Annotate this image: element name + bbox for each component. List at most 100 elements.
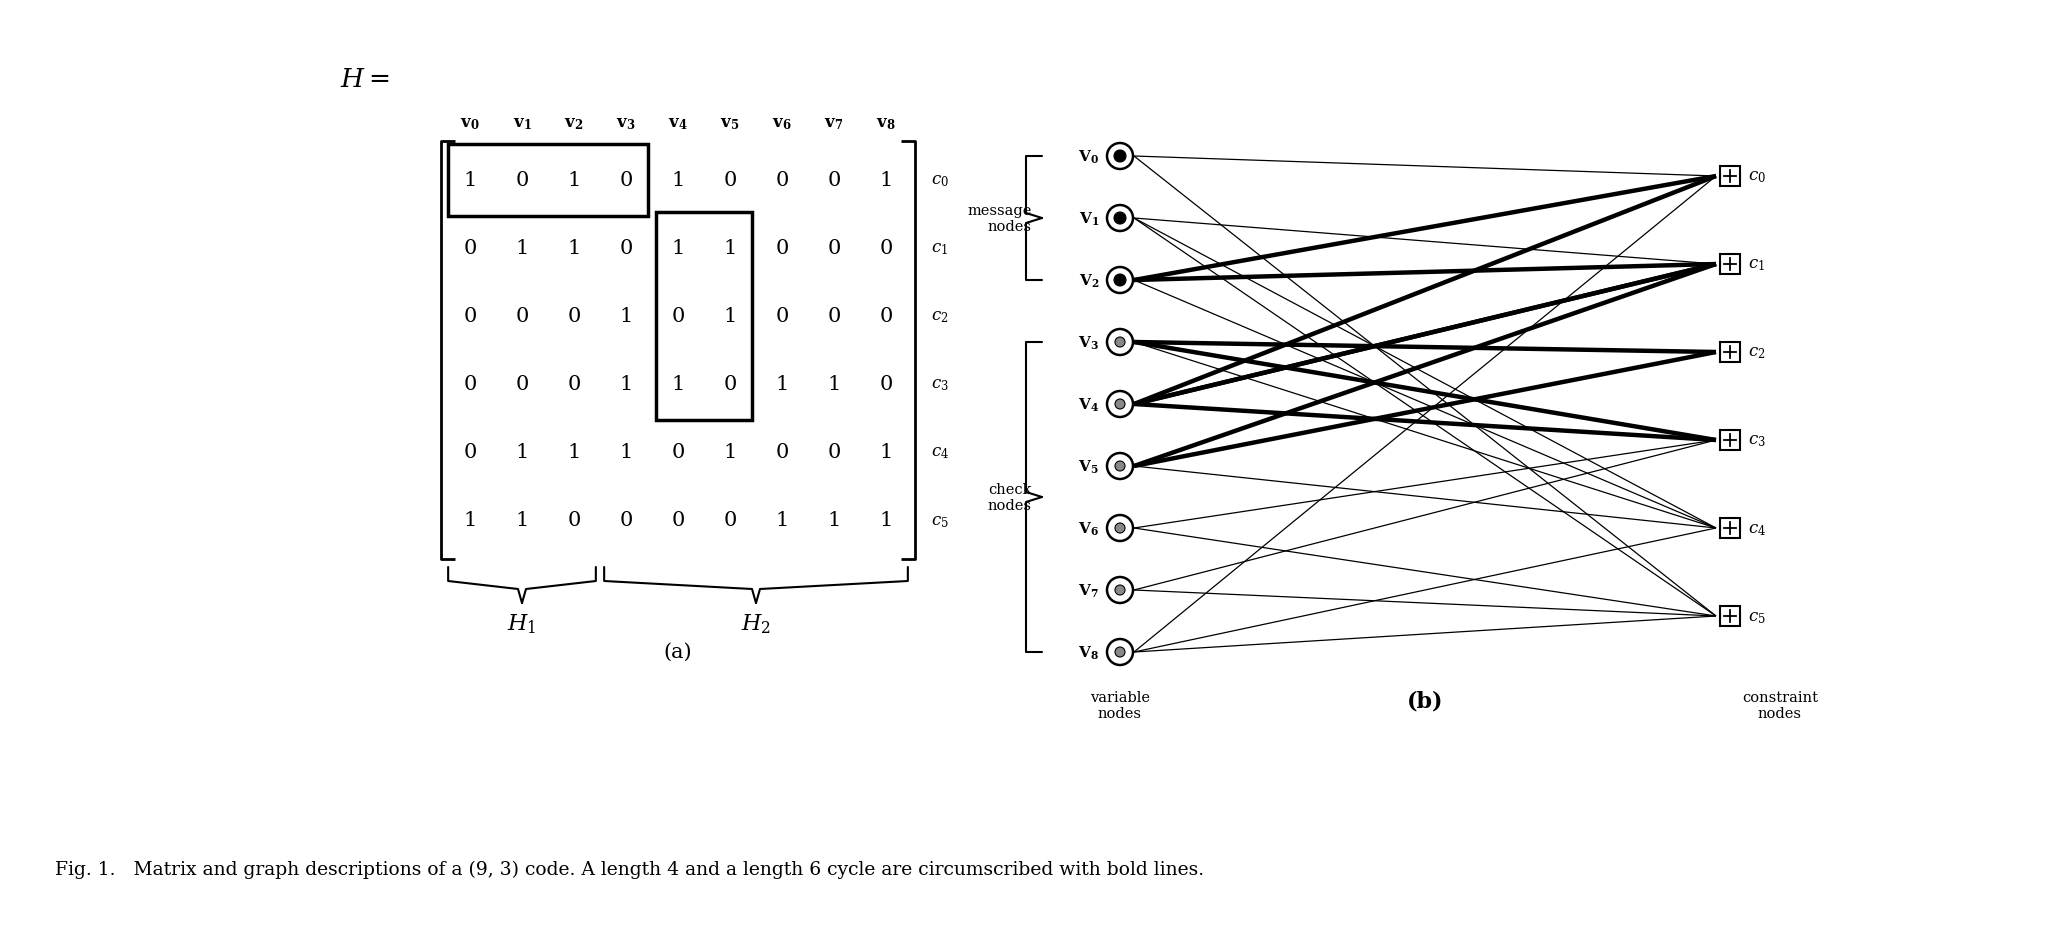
Circle shape xyxy=(1114,338,1124,347)
Text: 0: 0 xyxy=(776,240,788,258)
Text: $\mathbf{v_5}$: $\mathbf{v_5}$ xyxy=(720,115,741,132)
Text: 0: 0 xyxy=(567,511,580,530)
Text: $\mathbf{V_6}$: $\mathbf{V_6}$ xyxy=(1079,519,1100,537)
Text: constraint
nodes: constraint nodes xyxy=(1741,690,1818,721)
Text: $c_4$: $c_4$ xyxy=(1747,519,1766,537)
Text: $c_1$: $c_1$ xyxy=(930,241,947,257)
Text: $H_2$: $H_2$ xyxy=(741,611,772,635)
Text: 0: 0 xyxy=(879,240,893,258)
Bar xyxy=(1721,519,1739,538)
Circle shape xyxy=(1108,454,1133,479)
Circle shape xyxy=(1114,585,1124,595)
Text: 1: 1 xyxy=(827,375,842,394)
Text: message
nodes: message nodes xyxy=(968,204,1032,234)
Text: 1: 1 xyxy=(670,375,685,394)
Text: $\mathbf{V_3}$: $\mathbf{V_3}$ xyxy=(1079,334,1100,351)
Text: 1: 1 xyxy=(567,171,580,190)
Text: 0: 0 xyxy=(827,240,842,258)
Circle shape xyxy=(1114,648,1124,657)
Text: (a): (a) xyxy=(664,642,693,662)
Text: 0: 0 xyxy=(776,307,788,326)
Text: $\mathbf{v_1}$: $\mathbf{v_1}$ xyxy=(512,115,532,132)
Text: 0: 0 xyxy=(879,307,893,326)
Text: $H =$: $H =$ xyxy=(340,67,390,92)
Text: 0: 0 xyxy=(724,375,736,394)
Text: 1: 1 xyxy=(516,240,528,258)
Text: Fig. 1.   Matrix and graph descriptions of a (9, 3) code. A length 4 and a lengt: Fig. 1. Matrix and graph descriptions of… xyxy=(56,860,1205,878)
Text: 0: 0 xyxy=(776,443,788,462)
Circle shape xyxy=(1108,206,1133,232)
Text: $c_0$: $c_0$ xyxy=(930,172,949,189)
Text: 0: 0 xyxy=(827,307,842,326)
Text: $\mathbf{V_2}$: $\mathbf{V_2}$ xyxy=(1079,272,1100,289)
Text: 0: 0 xyxy=(464,375,477,394)
Circle shape xyxy=(1108,516,1133,541)
Text: 0: 0 xyxy=(516,307,528,326)
Bar xyxy=(1721,167,1739,187)
Text: 0: 0 xyxy=(827,171,842,190)
Text: 0: 0 xyxy=(724,171,736,190)
Text: $c_0$: $c_0$ xyxy=(1747,168,1766,185)
Text: 1: 1 xyxy=(776,375,788,394)
Text: $H_1$: $H_1$ xyxy=(507,611,536,635)
Text: $\mathbf{v_2}$: $\mathbf{v_2}$ xyxy=(565,115,584,132)
Text: $c_2$: $c_2$ xyxy=(1747,344,1766,361)
Text: variable
nodes: variable nodes xyxy=(1089,690,1149,721)
Text: 1: 1 xyxy=(464,171,477,190)
Text: $\mathbf{V_5}$: $\mathbf{V_5}$ xyxy=(1079,458,1100,475)
Bar xyxy=(1721,607,1739,626)
Bar xyxy=(1721,343,1739,362)
Text: (b): (b) xyxy=(1407,690,1444,712)
Text: 0: 0 xyxy=(670,307,685,326)
Text: 0: 0 xyxy=(670,443,685,462)
Circle shape xyxy=(1114,400,1124,410)
Text: 0: 0 xyxy=(724,511,736,530)
Text: $\mathbf{v_7}$: $\mathbf{v_7}$ xyxy=(825,115,844,132)
Circle shape xyxy=(1114,523,1124,534)
Circle shape xyxy=(1108,578,1133,604)
Circle shape xyxy=(1108,268,1133,294)
Text: 0: 0 xyxy=(776,171,788,190)
Text: 1: 1 xyxy=(670,171,685,190)
Text: $c_4$: $c_4$ xyxy=(930,444,949,461)
Circle shape xyxy=(1114,461,1124,472)
Bar xyxy=(1721,431,1739,450)
Text: 1: 1 xyxy=(879,171,893,190)
Text: 1: 1 xyxy=(567,443,580,462)
Text: 0: 0 xyxy=(464,307,477,326)
Text: 0: 0 xyxy=(516,171,528,190)
Text: 1: 1 xyxy=(619,443,633,462)
Text: $\mathbf{v_0}$: $\mathbf{v_0}$ xyxy=(460,115,481,132)
Text: 1: 1 xyxy=(619,307,633,326)
Text: 0: 0 xyxy=(619,511,633,530)
Bar xyxy=(1721,255,1739,274)
Text: 1: 1 xyxy=(724,307,736,326)
Text: $\mathbf{V_1}$: $\mathbf{V_1}$ xyxy=(1079,210,1100,227)
Text: $\mathbf{v_6}$: $\mathbf{v_6}$ xyxy=(772,115,792,132)
Bar xyxy=(448,145,648,217)
Text: 1: 1 xyxy=(879,511,893,530)
Circle shape xyxy=(1114,151,1126,163)
Text: 1: 1 xyxy=(619,375,633,394)
Text: 1: 1 xyxy=(827,511,842,530)
Text: $\mathbf{v_4}$: $\mathbf{v_4}$ xyxy=(668,115,687,132)
Text: $c_1$: $c_1$ xyxy=(1747,256,1766,273)
Text: $\mathbf{V_0}$: $\mathbf{V_0}$ xyxy=(1079,148,1100,166)
Text: 1: 1 xyxy=(776,511,788,530)
Text: $\mathbf{v_8}$: $\mathbf{v_8}$ xyxy=(877,115,895,132)
Text: 1: 1 xyxy=(879,443,893,462)
Text: 1: 1 xyxy=(516,443,528,462)
Text: 0: 0 xyxy=(567,307,580,326)
Circle shape xyxy=(1114,212,1126,225)
Text: 0: 0 xyxy=(464,240,477,258)
Bar xyxy=(656,212,751,420)
Text: 0: 0 xyxy=(827,443,842,462)
Text: 0: 0 xyxy=(516,375,528,394)
Text: 1: 1 xyxy=(670,240,685,258)
Text: 0: 0 xyxy=(567,375,580,394)
Circle shape xyxy=(1108,144,1133,169)
Text: 0: 0 xyxy=(619,171,633,190)
Text: 1: 1 xyxy=(724,240,736,258)
Circle shape xyxy=(1108,391,1133,417)
Text: $c_3$: $c_3$ xyxy=(930,376,949,393)
